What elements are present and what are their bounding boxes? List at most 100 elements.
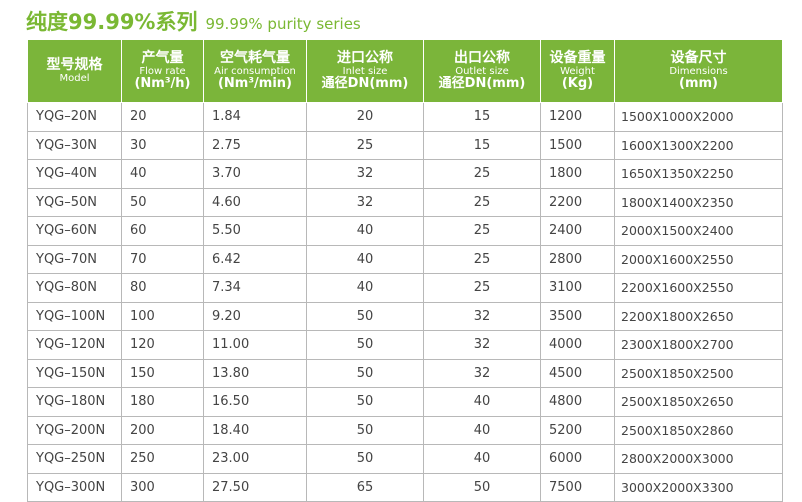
cell-inlet-size: 32 <box>306 159 424 189</box>
cell-inlet-size: 50 <box>306 415 424 445</box>
header-cn: 设备重量 <box>549 49 606 66</box>
cell-dimensions: 1800X1400X2350 <box>614 187 783 217</box>
table-row: YQG–150N 150 13.80 50 32 4500 2500X1850X2500 <box>27 358 783 388</box>
cell-air-consumption: 27.50 <box>203 472 307 502</box>
cell-flow-rate: 80 <box>121 273 204 303</box>
cell-model: YQG–100N <box>27 301 122 331</box>
cell-air-consumption: 7.34 <box>203 273 307 303</box>
header-flow-rate: 产气量 Flow rate (Nm³/h) <box>121 39 204 103</box>
cell-air-consumption: 9.20 <box>203 301 307 331</box>
cell-flow-rate: 300 <box>121 472 204 502</box>
cell-outlet-size: 25 <box>423 216 541 246</box>
cell-outlet-size: 32 <box>423 358 541 388</box>
cell-flow-rate: 250 <box>121 444 204 474</box>
cell-inlet-size: 50 <box>306 358 424 388</box>
cell-weight: 2800 <box>540 244 615 274</box>
cell-dimensions: 2300X1800X2700 <box>614 330 783 360</box>
cell-outlet-size: 25 <box>423 244 541 274</box>
cell-air-consumption: 1.84 <box>203 102 307 132</box>
cell-model: YQG–50N <box>27 187 122 217</box>
header-unit: (Kg) <box>561 76 594 92</box>
header-cn: 设备尺寸 <box>670 49 727 66</box>
cell-dimensions: 3000X2000X3300 <box>614 472 783 502</box>
header-weight: 设备重量 Weight (Kg) <box>540 39 615 103</box>
header-cn: 产气量 <box>141 49 184 66</box>
header-cn: 型号规格 <box>46 57 103 74</box>
table-row: YQG–20N 20 1.84 20 15 1200 1500X1000X2000 <box>27 102 783 132</box>
header-row: 型号规格 Model 产气量 Flow rate (Nm³/h) 空气耗气量 A… <box>27 39 783 103</box>
cell-dimensions: 2200X1600X2550 <box>614 273 783 303</box>
cell-weight: 3100 <box>540 273 615 303</box>
page-title: 纯度99.99%系列 99.99% purity series <box>26 6 361 36</box>
table-row: YQG–40N 40 3.70 32 25 1800 1650X1350X2250 <box>27 159 783 189</box>
cell-weight: 1500 <box>540 130 615 160</box>
cell-dimensions: 1650X1350X2250 <box>614 159 783 189</box>
cell-flow-rate: 60 <box>121 216 204 246</box>
cell-model: YQG–200N <box>27 415 122 445</box>
table-row: YQG–180N 180 16.50 50 40 4800 2500X1850X2650 <box>27 387 783 417</box>
header-unit: (mm) <box>679 76 718 92</box>
cell-air-consumption: 11.00 <box>203 330 307 360</box>
cell-inlet-size: 40 <box>306 244 424 274</box>
table-body: YQG–20N 20 1.84 20 15 1200 1500X1000X2000 YQG–3… <box>27 102 783 502</box>
cell-model: YQG–60N <box>27 216 122 246</box>
specification-table: 型号规格 Model 产气量 Flow rate (Nm³/h) 空气耗气量 A… <box>27 39 783 502</box>
table-row: YQG–200N 200 18.40 50 40 5200 2500X1850X2860 <box>27 415 783 445</box>
header-inlet-size: 进口公称 Inlet size 通径DN(mm) <box>306 39 424 103</box>
header-air-consumption: 空气耗气量 Air consumption (Nm³/min) <box>203 39 307 103</box>
cell-flow-rate: 20 <box>121 102 204 132</box>
cell-flow-rate: 120 <box>121 330 204 360</box>
cell-dimensions: 2000X1600X2550 <box>614 244 783 274</box>
cell-dimensions: 2200X1800X2650 <box>614 301 783 331</box>
cell-model: YQG–120N <box>27 330 122 360</box>
cell-weight: 2400 <box>540 216 615 246</box>
cell-flow-rate: 180 <box>121 387 204 417</box>
table-row: YQG–300N 300 27.50 65 50 7500 3000X2000X3300 <box>27 472 783 502</box>
cell-outlet-size: 15 <box>423 102 541 132</box>
header-en: Air consumption <box>214 65 296 77</box>
cell-outlet-size: 50 <box>423 472 541 502</box>
header-en: Inlet size <box>342 65 388 77</box>
table-row: YQG–120N 120 11.00 50 32 4000 2300X1800X2700 <box>27 330 783 360</box>
cell-air-consumption: 6.42 <box>203 244 307 274</box>
cell-weight: 4800 <box>540 387 615 417</box>
cell-dimensions: 2500X1850X2860 <box>614 415 783 445</box>
cell-flow-rate: 150 <box>121 358 204 388</box>
cell-air-consumption: 4.60 <box>203 187 307 217</box>
cell-weight: 4500 <box>540 358 615 388</box>
cell-inlet-size: 50 <box>306 387 424 417</box>
cell-air-consumption: 16.50 <box>203 387 307 417</box>
cell-inlet-size: 50 <box>306 444 424 474</box>
cell-inlet-size: 32 <box>306 187 424 217</box>
cell-model: YQG–40N <box>27 159 122 189</box>
header-cn: 空气耗气量 <box>220 49 290 66</box>
table-row: YQG–250N 250 23.00 50 40 6000 2800X2000X3000 <box>27 444 783 474</box>
header-model: 型号规格 Model <box>27 39 122 103</box>
cell-outlet-size: 25 <box>423 187 541 217</box>
table-row: YQG–60N 60 5.50 40 25 2400 2000X1500X2400 <box>27 216 783 246</box>
cell-air-consumption: 18.40 <box>203 415 307 445</box>
cell-dimensions: 2000X1500X2400 <box>614 216 783 246</box>
cell-inlet-size: 40 <box>306 216 424 246</box>
cell-air-consumption: 2.75 <box>203 130 307 160</box>
cell-outlet-size: 15 <box>423 130 541 160</box>
cell-flow-rate: 100 <box>121 301 204 331</box>
cell-flow-rate: 30 <box>121 130 204 160</box>
cell-air-consumption: 23.00 <box>203 444 307 474</box>
cell-weight: 4000 <box>540 330 615 360</box>
cell-inlet-size: 50 <box>306 301 424 331</box>
cell-weight: 6000 <box>540 444 615 474</box>
cell-weight: 3500 <box>540 301 615 331</box>
cell-dimensions: 1600X1300X2200 <box>614 130 783 160</box>
cell-inlet-size: 25 <box>306 130 424 160</box>
cell-flow-rate: 50 <box>121 187 204 217</box>
cell-model: YQG–150N <box>27 358 122 388</box>
cell-dimensions: 1500X1000X2000 <box>614 102 783 132</box>
cell-model: YQG–80N <box>27 273 122 303</box>
cell-model: YQG–20N <box>27 102 122 132</box>
cell-flow-rate: 70 <box>121 244 204 274</box>
cell-flow-rate: 200 <box>121 415 204 445</box>
header-unit: (Nm³/h) <box>134 76 191 92</box>
cell-model: YQG–70N <box>27 244 122 274</box>
header-dimensions: 设备尺寸 Dimensions (mm) <box>614 39 783 103</box>
